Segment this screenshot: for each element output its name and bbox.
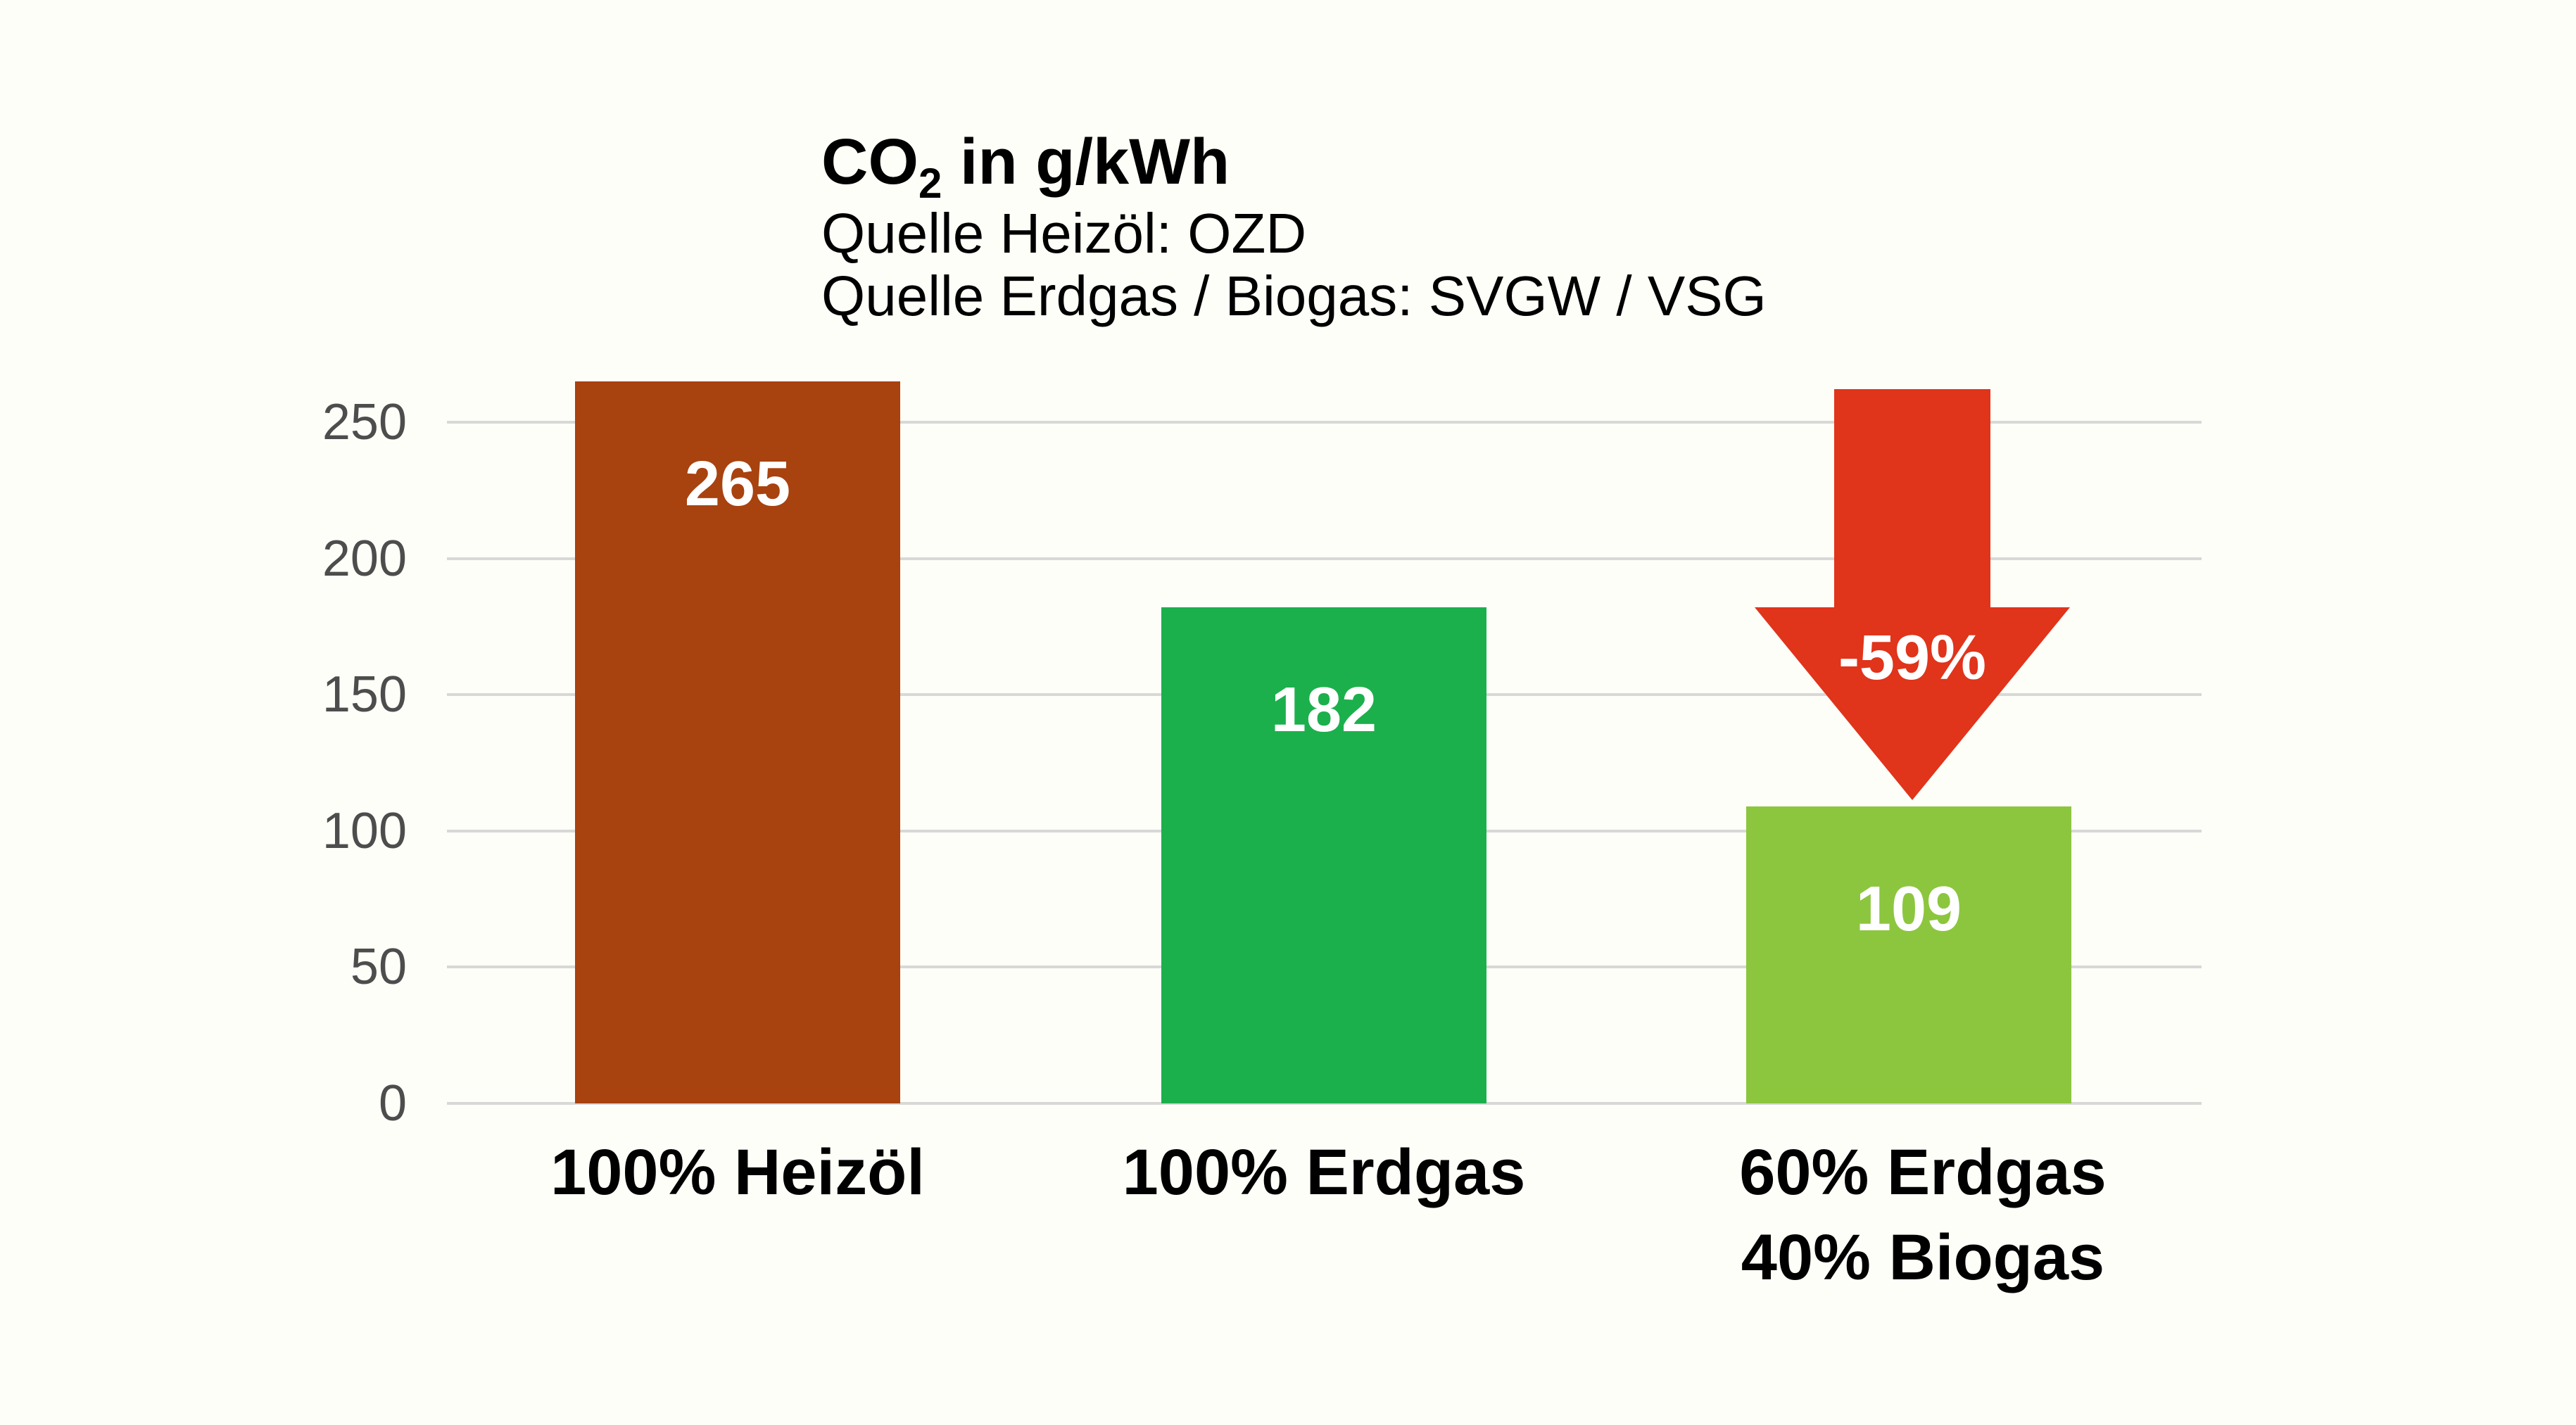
y-axis-tick-200: 200 bbox=[322, 530, 407, 587]
bar-erdgas-biogas: 109 bbox=[1746, 806, 2071, 1103]
down-arrow-shape bbox=[1755, 389, 2070, 800]
chart-title-subscript: 2 bbox=[918, 160, 942, 207]
category-label-erdgas-biogas: 60% Erdgas 40% Biogas bbox=[1606, 1130, 2240, 1300]
y-axis-tick-50: 50 bbox=[350, 939, 407, 996]
y-axis-tick-0: 0 bbox=[378, 1075, 407, 1132]
reduction-percentage: -59% bbox=[1838, 623, 1987, 693]
bar-value-erdgas-biogas: 109 bbox=[1855, 873, 1962, 944]
category-label-line: 100% Erdgas bbox=[1122, 1136, 1526, 1208]
y-axis-tick-100: 100 bbox=[322, 802, 407, 859]
bar-heizoel: 265 bbox=[575, 381, 900, 1103]
category-label-heizoel: 100% Heizöl bbox=[421, 1130, 1054, 1215]
category-label-line: 40% Biogas bbox=[1741, 1222, 2105, 1293]
source-line-heizoel: Quelle Heizöl: OZD bbox=[821, 202, 1307, 265]
y-axis-tick-150: 150 bbox=[322, 666, 407, 723]
gridline-250 bbox=[447, 421, 2202, 424]
category-label-line: 100% Heizöl bbox=[550, 1136, 925, 1208]
category-label-line: 60% Erdgas bbox=[1739, 1136, 2107, 1208]
bar-value-erdgas: 182 bbox=[1270, 675, 1377, 746]
chart-title-suffix: in g/kWh bbox=[942, 126, 1230, 198]
chart-title-prefix: CO bbox=[821, 126, 918, 198]
gridline-200 bbox=[447, 557, 2202, 560]
bar-value-heizoel: 265 bbox=[684, 448, 791, 519]
chart-sources: Quelle Heizöl: OZD Quelle Erdgas / Bioga… bbox=[821, 202, 1767, 327]
y-axis-tick-250: 250 bbox=[322, 394, 407, 450]
gridline-0 bbox=[447, 1102, 2202, 1105]
bar-erdgas: 182 bbox=[1161, 607, 1486, 1103]
chart-title: CO2 in g/kWh bbox=[821, 125, 1230, 208]
category-label-erdgas: 100% Erdgas bbox=[1007, 1130, 1641, 1215]
source-line-erdgas-biogas: Quelle Erdgas / Biogas: SVGW / VSG bbox=[821, 265, 1767, 327]
reduction-arrow-icon bbox=[1755, 389, 2070, 800]
